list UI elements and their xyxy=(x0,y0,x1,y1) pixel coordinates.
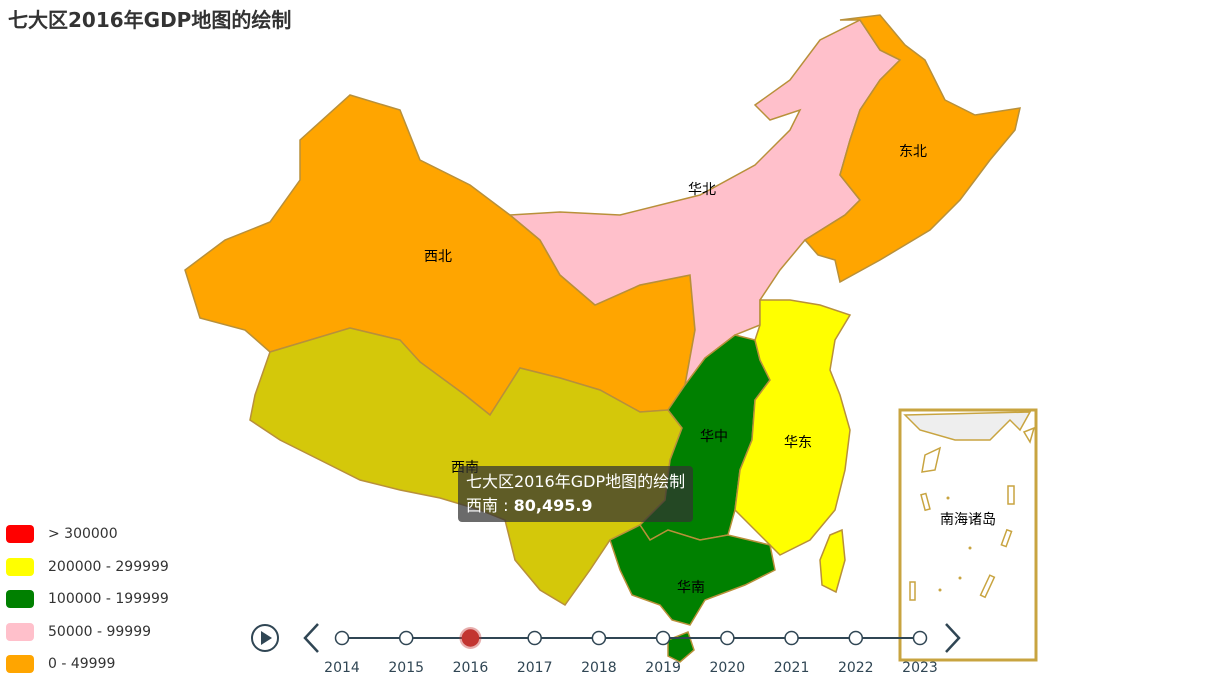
tooltip-value: 80,495.9 xyxy=(513,496,593,515)
timeline-point-2018[interactable] xyxy=(591,630,607,646)
timeline-point-2016[interactable] xyxy=(461,629,480,647)
timeline-label-2017[interactable]: 2017 xyxy=(517,660,553,676)
legend-item[interactable]: 0 - 49999 xyxy=(6,648,169,681)
timeline-label-2016[interactable]: 2016 xyxy=(453,660,489,676)
legend: > 300000 200000 - 299999 100000 - 199999 50… xyxy=(6,518,169,681)
next-arrow-icon[interactable] xyxy=(945,623,961,653)
legend-item[interactable]: > 300000 xyxy=(6,518,169,551)
timeline-label-2020[interactable]: 2020 xyxy=(710,660,746,676)
tooltip-title: 七大区2016年GDP地图的绘制 xyxy=(466,472,686,491)
label-huazhong: 华中 xyxy=(700,429,728,445)
legend-label: > 300000 xyxy=(48,526,118,543)
legend-swatch xyxy=(6,525,34,544)
timeline-point-2021[interactable] xyxy=(784,630,799,646)
timeline-label-2014[interactable]: 2014 xyxy=(324,660,360,676)
region-hainan[interactable] xyxy=(667,631,695,663)
label-xibei: 西北 xyxy=(424,249,452,265)
label-south-sea: 南海诸岛 xyxy=(940,512,996,528)
legend-item[interactable]: 50000 - 99999 xyxy=(6,616,169,649)
legend-swatch xyxy=(6,557,34,576)
south-sea-inset: 南海诸岛 xyxy=(898,408,1038,662)
region-huadong[interactable] xyxy=(734,299,852,556)
legend-label: 0 - 49999 xyxy=(48,656,116,673)
tooltip-row: 西南 : 80,495.9 xyxy=(466,496,593,515)
timeline-point-2015[interactable] xyxy=(398,630,414,646)
legend-swatch xyxy=(6,590,34,609)
timeline-label-2019[interactable]: 2019 xyxy=(645,660,681,676)
timeline-label-2023[interactable]: 2023 xyxy=(902,660,938,676)
prev-arrow-icon[interactable] xyxy=(303,623,319,653)
timeline-point-2014[interactable] xyxy=(334,630,350,646)
label-huanan: 华南 xyxy=(677,580,705,596)
timeline-point-2017[interactable] xyxy=(527,630,542,646)
timeline-point-2020[interactable] xyxy=(720,630,735,646)
timeline-point-2019[interactable] xyxy=(655,630,671,646)
timeline-point-2023[interactable] xyxy=(912,630,928,646)
chart-title: 七大区2016年GDP地图的绘制 xyxy=(8,8,292,32)
timeline-label-2018[interactable]: 2018 xyxy=(581,660,617,676)
legend-item[interactable]: 100000 - 199999 xyxy=(6,583,169,616)
region-dongbei[interactable] xyxy=(803,14,1021,284)
region-taiwan[interactable] xyxy=(819,528,846,594)
timeline-label-2021[interactable]: 2021 xyxy=(774,660,810,676)
label-huadong: 华东 xyxy=(784,435,812,451)
timeline-label-2015[interactable]: 2015 xyxy=(388,660,424,676)
legend-swatch xyxy=(6,622,34,641)
legend-label: 200000 - 299999 xyxy=(48,558,169,575)
play-icon xyxy=(261,631,272,645)
legend-item[interactable]: 200000 - 299999 xyxy=(6,551,169,584)
label-huabei: 华北 xyxy=(688,182,716,198)
region-huanan[interactable] xyxy=(609,524,776,626)
tooltip-region: 西南 xyxy=(466,496,499,515)
timeline-label-2022[interactable]: 2022 xyxy=(838,660,874,676)
legend-label: 100000 - 199999 xyxy=(48,591,169,608)
timeline-point-2022[interactable] xyxy=(848,630,864,646)
tooltip: 七大区2016年GDP地图的绘制 西南 : 80,495.9 xyxy=(458,466,694,522)
play-button[interactable] xyxy=(251,624,279,652)
legend-swatch xyxy=(6,655,34,674)
label-dongbei: 东北 xyxy=(899,144,927,160)
legend-label: 50000 - 99999 xyxy=(48,623,152,640)
